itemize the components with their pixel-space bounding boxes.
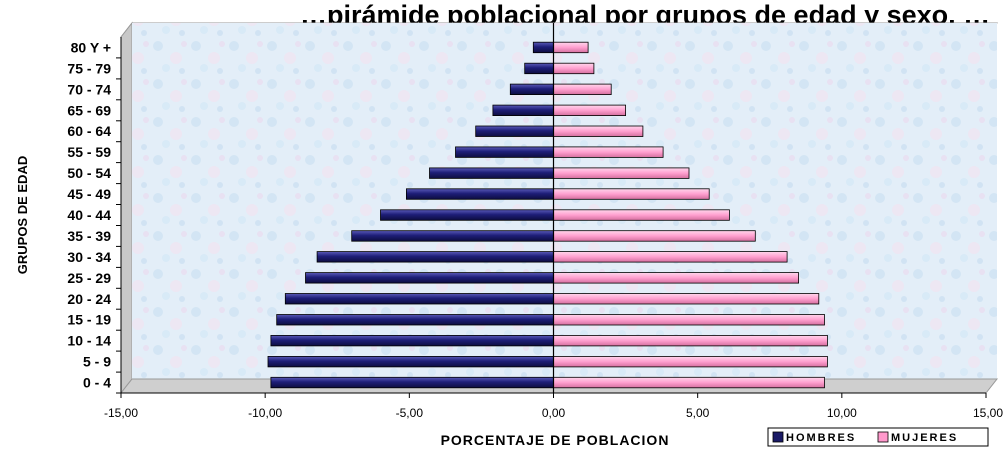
legend-swatch-hombres xyxy=(772,431,784,443)
y-tick-label: 30 - 34 xyxy=(67,249,111,265)
bar-mujeres-35-39 xyxy=(553,230,756,242)
y-tick-label: 45 - 49 xyxy=(67,186,111,202)
bar-mujeres-0-4 xyxy=(553,376,825,389)
y-tick-label: 5 - 9 xyxy=(83,354,111,370)
y-tick-label: 50 - 54 xyxy=(67,165,111,181)
y-tick-label: 0 - 4 xyxy=(83,375,111,391)
bar-mujeres-45-49 xyxy=(553,188,710,200)
y-tick-label: 80 Y + xyxy=(71,40,111,56)
bar-hombres-10-14 xyxy=(270,334,554,347)
x-tick-label: -5,00 xyxy=(396,406,424,420)
y-tick-label: 25 - 29 xyxy=(67,270,111,286)
bar-hombres-80yplus xyxy=(532,41,554,54)
bar-mujeres-55-59 xyxy=(553,146,664,158)
bar-hombres-45-49 xyxy=(405,188,554,200)
bar-hombres-65-69 xyxy=(492,104,554,116)
bar-hombres-50-54 xyxy=(429,167,554,179)
bar-hombres-30-34 xyxy=(316,251,554,263)
x-axis-title: PORCENTAJE DE POBLACION xyxy=(441,432,670,448)
y-tick-label: 10 - 14 xyxy=(67,333,111,349)
bar-hombres-25-29 xyxy=(305,272,554,284)
y-tick-label: 60 - 64 xyxy=(67,123,111,139)
bar-mujeres-60-64 xyxy=(553,125,644,137)
bar-mujeres-10-14 xyxy=(553,334,828,347)
bar-hombres-20-24 xyxy=(284,293,554,305)
legend: HOMBRES MUJERES xyxy=(767,427,989,447)
y-tick-label: 40 - 44 xyxy=(67,207,111,223)
bar-mujeres-50-54 xyxy=(553,167,690,179)
bar-mujeres-30-34 xyxy=(553,251,788,263)
x-tick-label: 15,00 xyxy=(973,406,1003,420)
bar-hombres-60-64 xyxy=(475,125,554,137)
bar-mujeres-15-19 xyxy=(553,314,825,326)
bar-mujeres-70-74 xyxy=(553,83,612,95)
y-tick-label: 35 - 39 xyxy=(67,228,111,244)
bar-hombres-55-59 xyxy=(455,146,554,158)
x-tick-label: -10,00 xyxy=(248,406,282,420)
x-tick-label: 5,00 xyxy=(686,406,710,420)
bar-hombres-5-9 xyxy=(267,355,554,368)
bar-mujeres-25-29 xyxy=(553,272,800,284)
bar-hombres-15-19 xyxy=(276,314,554,326)
bar-mujeres-5-9 xyxy=(553,355,828,368)
y-axis-title: GRUPOS DE EDAD xyxy=(15,156,30,274)
bar-mujeres-65-69 xyxy=(553,104,626,116)
bar-mujeres-80yplus xyxy=(553,41,589,54)
bar-mujeres-40-44 xyxy=(553,209,730,221)
bar-hombres-40-44 xyxy=(380,209,554,221)
bar-hombres-75-79 xyxy=(524,62,554,75)
y-tick-label: 70 - 74 xyxy=(67,81,111,97)
legend-swatch-mujeres xyxy=(877,431,889,443)
bar-hombres-35-39 xyxy=(351,230,554,242)
legend-label-mujeres: MUJERES xyxy=(891,432,958,444)
bar-mujeres-20-24 xyxy=(553,293,820,305)
x-tick-label: -15,00 xyxy=(104,406,138,420)
x-tick-label: 0,00 xyxy=(542,406,566,420)
y-tick-label: 65 - 69 xyxy=(67,102,111,118)
bar-hombres-70-74 xyxy=(509,83,554,95)
bar-hombres-0-4 xyxy=(270,376,554,389)
legend-label-hombres: HOMBRES xyxy=(786,432,856,444)
bar-mujeres-75-79 xyxy=(553,62,595,75)
y-tick-label: 20 - 24 xyxy=(67,291,111,307)
y-tick-label: 75 - 79 xyxy=(67,60,111,76)
y-tick-label: 55 - 59 xyxy=(67,144,111,160)
y-tick-label: 15 - 19 xyxy=(67,312,111,328)
x-tick-label: 10,00 xyxy=(827,406,857,420)
